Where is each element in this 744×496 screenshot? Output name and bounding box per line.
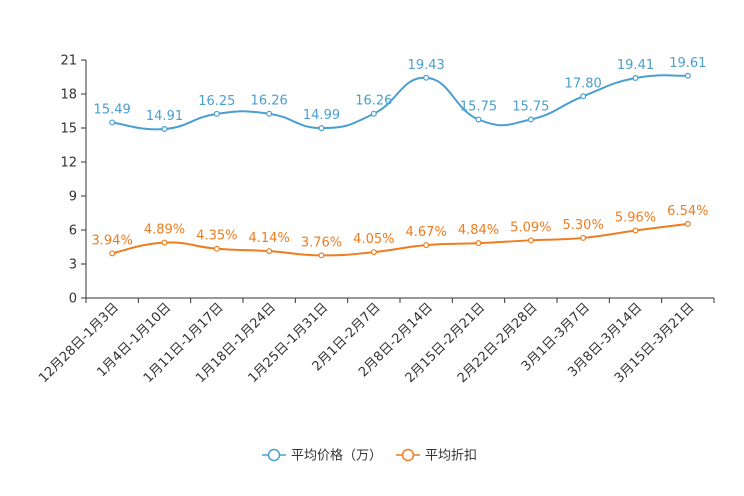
- data-point: [580, 93, 587, 100]
- data-label: 16.26: [355, 94, 392, 109]
- data-point: [213, 245, 220, 252]
- data-point: [370, 110, 377, 117]
- data-point: [161, 126, 168, 133]
- data-label: 4.05%: [353, 232, 394, 247]
- data-label: 14.91: [146, 109, 183, 124]
- legend-marker-icon: [267, 448, 281, 462]
- data-point: [318, 125, 325, 132]
- data-point: [527, 237, 534, 244]
- data-label: 15.49: [94, 102, 131, 117]
- y-tick-label: 12: [60, 156, 77, 171]
- data-label: 4.14%: [249, 231, 290, 246]
- data-point: [109, 119, 116, 126]
- data-point: [266, 110, 273, 117]
- data-point: [266, 248, 273, 255]
- data-point: [370, 249, 377, 256]
- data-point: [475, 240, 482, 247]
- data-label: 3.94%: [92, 233, 133, 248]
- y-tick-label: 15: [60, 122, 77, 137]
- legend-label: 平均折扣: [425, 449, 477, 464]
- data-label: 14.99: [303, 108, 340, 123]
- data-label: 17.80: [565, 76, 602, 91]
- data-label: 15.75: [460, 100, 497, 115]
- data-label: 4.35%: [196, 229, 237, 244]
- data-point: [423, 242, 430, 249]
- series-0: 15.49 14.91 16.25 16.26 14.99 16.26 19.43 15.75…: [94, 56, 706, 133]
- data-label: 5.96%: [615, 210, 656, 225]
- data-label: 5.09%: [510, 220, 551, 235]
- data-point: [213, 110, 220, 117]
- data-label: 15.75: [512, 100, 549, 115]
- series-layer: 15.49 14.91 16.25 16.26 14.99 16.26 19.43 15.75…: [92, 56, 708, 259]
- series-1: 3.94% 4.89% 4.35% 4.14% 3.76% 4.05% 4.67% 4.84%…: [92, 204, 708, 259]
- data-point: [109, 250, 116, 257]
- data-label: 4.67%: [406, 225, 447, 240]
- legend-marker-icon: [401, 448, 415, 462]
- data-point: [475, 116, 482, 123]
- data-label: 4.84%: [458, 223, 499, 238]
- y-tick-label: 6: [69, 224, 77, 239]
- data-point: [527, 116, 534, 123]
- data-label: 16.26: [251, 94, 288, 109]
- data-point: [580, 234, 587, 241]
- data-label: 19.41: [617, 58, 654, 73]
- y-tick-label: 21: [60, 54, 77, 69]
- data-label: 16.25: [198, 94, 235, 109]
- data-point: [632, 227, 639, 234]
- data-point: [684, 72, 691, 79]
- legend: 平均价格（万） 平均折扣: [262, 448, 477, 464]
- data-label: 6.54%: [667, 204, 708, 219]
- y-tick-label: 9: [69, 190, 77, 205]
- y-tick-label: 18: [60, 88, 77, 103]
- data-point: [318, 252, 325, 259]
- data-label: 3.76%: [301, 235, 342, 250]
- y-tick-label: 0: [69, 292, 77, 307]
- series-line: [111, 222, 688, 257]
- legend-item-0: 平均价格（万）: [262, 448, 382, 464]
- data-point: [161, 239, 168, 246]
- data-label: 4.89%: [144, 223, 185, 238]
- data-label: 19.61: [669, 56, 706, 71]
- y-tick-label: 3: [69, 258, 77, 273]
- legend-label: 平均价格（万）: [291, 448, 382, 464]
- data-point: [632, 75, 639, 82]
- data-point: [423, 74, 430, 81]
- data-label: 5.30%: [563, 218, 604, 233]
- data-point: [684, 220, 691, 227]
- legend-item-1: 平均折扣: [396, 449, 477, 464]
- data-label: 19.43: [408, 58, 445, 73]
